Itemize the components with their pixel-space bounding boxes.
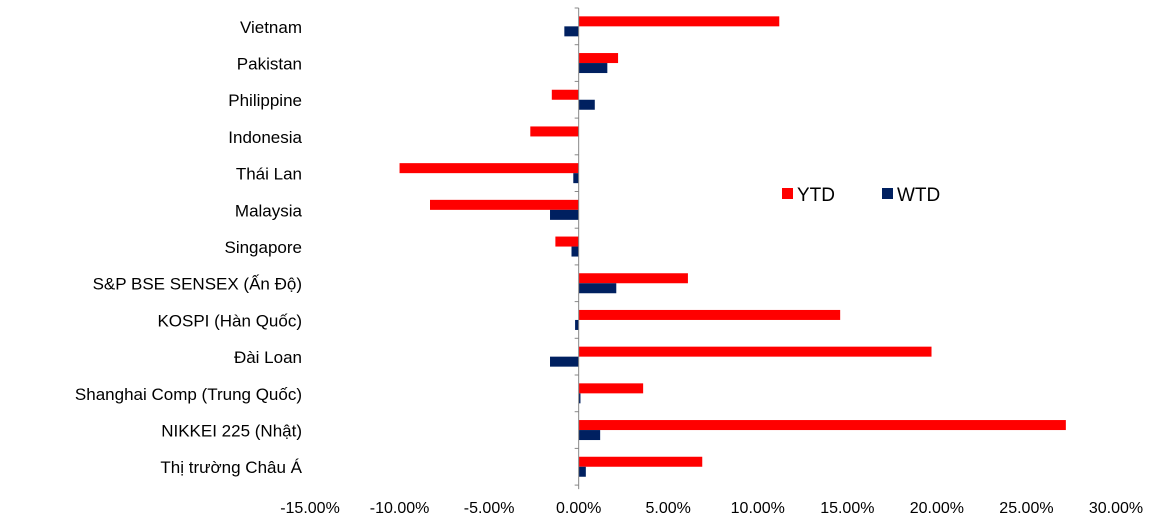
legend-label-ytd: YTD	[797, 185, 835, 206]
x-tick-label: 30.00%	[1089, 500, 1143, 517]
legend-label-wtd: WTD	[897, 185, 940, 206]
x-tick-label: 15.00%	[820, 500, 874, 517]
legend: YTD WTD	[782, 185, 940, 206]
bar-wtd-kospi-han-quoc	[575, 319, 579, 330]
category-label-nikkei-225-nhat: NIKKEI 225 (Nhật)	[161, 422, 302, 441]
bar-wtd-malaysia	[550, 209, 579, 220]
bar-wtd-thai-lan	[573, 173, 579, 184]
category-label-kospi-han-quoc: KOSPI (Hàn Quốc)	[157, 311, 302, 330]
bar-ytd-singapore	[555, 236, 579, 247]
x-tick-label: 5.00%	[646, 500, 691, 517]
bar-ytd-nikkei-225-nhat	[578, 420, 1066, 431]
axes-layer	[574, 7, 580, 490]
bar-ytd-vietnam	[578, 16, 780, 27]
category-label-s-p-bse-sensex-an-o: S&P BSE SENSEX (Ấn Độ)	[93, 275, 302, 294]
bar-wtd-pakistan	[578, 63, 608, 74]
x-tick-label: 25.00%	[999, 500, 1053, 517]
x-tick-label: 0.00%	[556, 500, 601, 517]
category-label-vietnam: Vietnam	[240, 18, 302, 37]
category-label-indonesia: Indonesia	[228, 128, 302, 147]
x-tick-label: -10.00%	[370, 500, 430, 517]
category-label-thai-lan: Thái Lan	[236, 165, 302, 184]
category-label-philippine: Philippine	[228, 91, 302, 110]
bar-ytd-malaysia	[430, 199, 579, 210]
category-label-thi-truong-chau-a: Thị trường Châu Á	[160, 458, 302, 477]
x-tick-label: -15.00%	[280, 500, 340, 517]
x-tick-label: 10.00%	[731, 500, 785, 517]
bar-wtd-ai-loan	[550, 356, 579, 367]
category-label-malaysia: Malaysia	[235, 201, 303, 220]
legend-swatch-ytd	[782, 188, 793, 199]
bar-ytd-shanghai-comp-trung-quoc	[578, 383, 644, 394]
bar-wtd-singapore	[571, 246, 579, 257]
bar-ytd-kospi-han-quoc	[578, 309, 841, 320]
category-label-ai-loan: Đài Loan	[234, 348, 302, 367]
bar-ytd-thai-lan	[399, 163, 579, 174]
category-label-pakistan: Pakistan	[237, 55, 302, 74]
category-labels: Vietnam Pakistan Philippine Indonesia Thái L…	[75, 18, 303, 477]
x-tick-label: 20.00%	[910, 500, 964, 517]
x-tick-labels: -15.00% -10.00% -5.00% 0.00% 5.00% 10.00% 15.0…	[280, 500, 1143, 517]
bar-ytd-pakistan	[578, 53, 619, 64]
bar-wtd-shanghai-comp-trung-quoc	[578, 393, 581, 404]
category-label-singapore: Singapore	[224, 238, 302, 257]
bar-wtd-vietnam	[564, 26, 579, 37]
x-tick-label: -5.00%	[464, 500, 515, 517]
bar-wtd-philippine	[578, 99, 595, 110]
category-label-shanghai-comp-trung-quoc: Shanghai Comp (Trung Quốc)	[75, 385, 302, 404]
bar-ytd-s-p-bse-sensex-an-o	[578, 273, 688, 284]
bar-ytd-ai-loan	[578, 346, 932, 357]
bar-ytd-thi-truong-chau-a	[578, 456, 703, 467]
bar-ytd-indonesia	[530, 126, 579, 137]
bar-ytd-philippine	[551, 89, 579, 100]
legend-swatch-wtd	[882, 188, 893, 199]
bars-layer	[399, 16, 1066, 477]
bar-wtd-thi-truong-chau-a	[578, 466, 586, 477]
bar-wtd-nikkei-225-nhat	[578, 430, 601, 441]
bar-wtd-s-p-bse-sensex-an-o	[578, 283, 617, 294]
